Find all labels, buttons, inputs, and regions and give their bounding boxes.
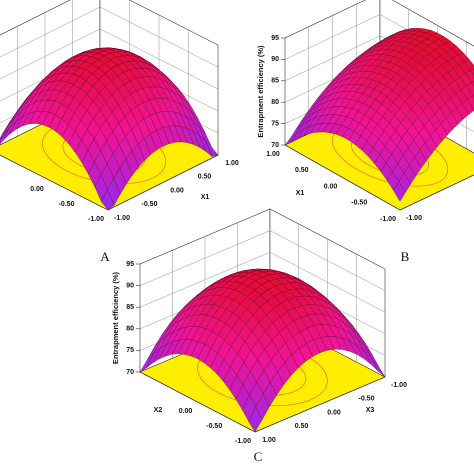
- y-tick-label: -1.00: [114, 215, 130, 222]
- x-tick-label: -0.50: [206, 423, 222, 430]
- wall-grid: [0, 6, 219, 68]
- wall-grid: [139, 230, 386, 291]
- z-tick-label: 80: [126, 326, 134, 333]
- y-tick-label: 1.00: [225, 160, 239, 167]
- z-tick-label: 70: [271, 142, 279, 149]
- z-tick-label: 70: [126, 369, 134, 376]
- x-tick-label: -1.00: [235, 438, 251, 445]
- wall-grid: [139, 251, 386, 313]
- z-tick-label: 90: [126, 282, 134, 289]
- y-tick-label: -1.00: [406, 215, 422, 222]
- x-tick-label: 0.00: [30, 186, 44, 193]
- surface-cell: [248, 406, 263, 433]
- x-axis-title: X1: [296, 190, 305, 197]
- z-tick-label: 80: [271, 99, 279, 106]
- y-tick-label: 0.50: [198, 174, 212, 181]
- x-tick-label: 0.00: [324, 183, 338, 190]
- y-tick-label: 1.00: [262, 437, 276, 444]
- y-tick-label: 0.00: [170, 187, 184, 194]
- box-edge: [284, 144, 474, 211]
- box-edge: [139, 371, 386, 433]
- z-tick-label: 85: [126, 304, 134, 311]
- panel: 70 75 80 85 90 95 Entrapment efficiency (%) -1.…: [256, 0, 474, 264]
- panel-label: C: [254, 449, 263, 464]
- y-axis-title: X1: [201, 194, 210, 201]
- wall-grid: [0, 28, 219, 90]
- x-tick-label: 1.00: [266, 151, 280, 158]
- z-tick-label: 75: [271, 120, 279, 127]
- surface-cell: [393, 181, 406, 202]
- z-tick-label: 85: [271, 78, 279, 85]
- y-tick-label: -0.50: [359, 396, 375, 403]
- x-tick-label: -0.50: [351, 200, 367, 207]
- x-axis-title: X2: [154, 407, 163, 414]
- x-tick-label: 0.50: [295, 167, 309, 174]
- panel-label: B: [401, 249, 410, 264]
- panel: -1.00-0.500.00-1.00-0.500.000.501.00X2X1…: [0, 0, 239, 264]
- y-tick-label: 0.50: [295, 423, 309, 430]
- z-axis-title: Entrapment efficiency (%): [111, 271, 120, 364]
- x-tick-label: -1.00: [88, 216, 104, 223]
- y-tick-label: 0.00: [327, 409, 341, 416]
- y-tick-label: -1.00: [391, 382, 407, 389]
- x-tick-label: -1.00: [380, 216, 396, 223]
- box-edge: [0, 154, 219, 211]
- z-axis-title: Entrapment efficiency (%): [256, 45, 265, 138]
- y-tick-label: -0.50: [142, 201, 158, 208]
- z-tick-label: 95: [271, 35, 279, 42]
- x-tick-label: 0.00: [179, 408, 193, 415]
- z-tick-label: 90: [271, 56, 279, 63]
- z-tick-label: 95: [126, 261, 134, 268]
- z-tick-label: 75: [126, 347, 134, 354]
- surface-cell: [101, 189, 115, 211]
- x-tick-label: -0.50: [59, 201, 75, 208]
- y-axis-title: X3: [366, 407, 375, 414]
- panel-label: A: [100, 249, 110, 264]
- panel: 70 75 80 85 90 95 Entrapment efficiency (%) -1.…: [111, 208, 407, 464]
